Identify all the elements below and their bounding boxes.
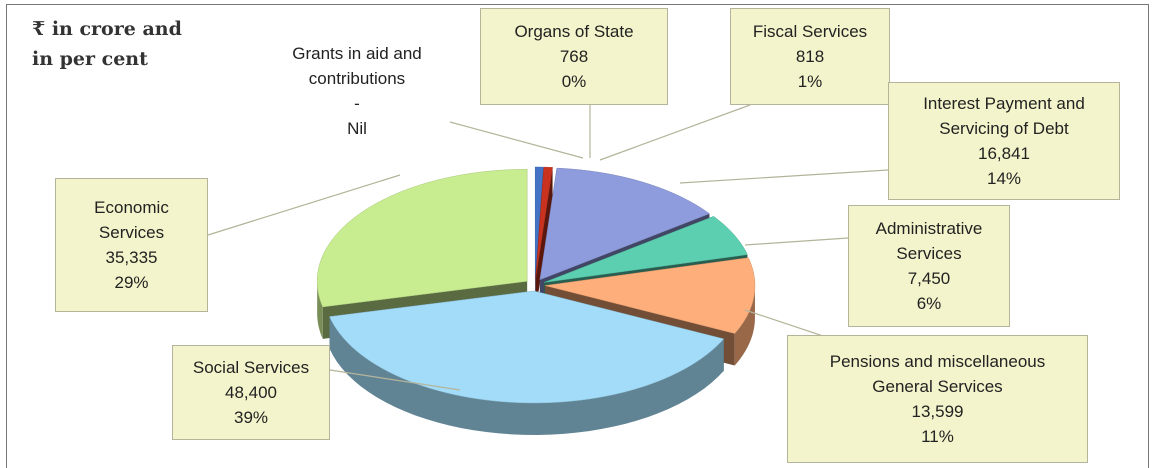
- callout-categories: Interest Payment and Servicing of Debt: [923, 94, 1085, 138]
- slice-side: [317, 281, 323, 339]
- callout-categories: Administrative Services: [875, 219, 983, 263]
- callout-percent-labels: 11%: [921, 427, 954, 446]
- callout-value-labels: -: [354, 93, 360, 113]
- callout-percent-labels: 0%: [561, 72, 587, 91]
- title-line: ₹ in crore and: [32, 18, 182, 40]
- callout: Organs of State 768 0%: [480, 8, 668, 105]
- slice: [534, 166, 544, 280]
- callout-categories: Grants in aid and contributions: [292, 43, 422, 88]
- slice: [544, 257, 756, 334]
- callout-categories: Social Services: [192, 358, 310, 377]
- slice: [329, 290, 725, 404]
- callout: Economic Services 35,335 29%: [55, 178, 208, 312]
- callout-percent-labels: 6%: [916, 294, 942, 313]
- callout-pointer: [599, 104, 751, 161]
- slice-side: [734, 285, 755, 366]
- callout-percent-labels: 39%: [233, 408, 269, 427]
- slice: [535, 166, 553, 280]
- callout-categories: Economic Services: [94, 198, 169, 242]
- slice: [316, 169, 528, 308]
- callout-percent-labels: Nil: [347, 118, 367, 138]
- slice-side: [329, 316, 724, 435]
- slice: [539, 167, 710, 281]
- callout-percent-labels: 29%: [114, 273, 149, 292]
- callout: Fiscal Services 818 1%: [730, 8, 890, 105]
- callout: Grants in aid and contributions - Nil: [262, 28, 452, 153]
- slice-wall: [535, 167, 553, 312]
- title-line: in per cent: [32, 48, 148, 70]
- callout-pointer: [449, 121, 584, 159]
- callout: Administrative Services 7,450 6%: [848, 205, 1010, 327]
- callout-value-labels: 16,841: [978, 144, 1030, 163]
- callout-pointer: [207, 174, 401, 236]
- callout-percent-labels: 14%: [986, 169, 1022, 188]
- callout: Interest Payment and Servicing of Debt 16…: [888, 82, 1120, 200]
- callout-value-labels: 768: [559, 47, 589, 66]
- callout-value-labels: 818: [795, 47, 825, 66]
- callout-value-labels: 7,450: [907, 269, 951, 288]
- chart-frame: [6, 4, 1149, 468]
- callout-value-labels: 13,599: [911, 402, 964, 421]
- slice: [543, 216, 748, 283]
- callout-percent-labels: 1%: [797, 72, 823, 91]
- callout-pointer: [329, 369, 461, 391]
- callout-categories: Organs of State: [514, 22, 634, 41]
- callout-value-labels: 35,335: [105, 248, 158, 267]
- chart-title: ₹ in crore and in per cent: [32, 14, 182, 74]
- callout-pointer: [679, 169, 889, 184]
- callout: Pensions and miscellaneous General Servi…: [787, 335, 1088, 463]
- callout: Social Services 48,400 39%: [172, 345, 330, 440]
- callout-categories: Pensions and miscellaneous General Servi…: [829, 352, 1046, 396]
- callout-pointer: [744, 237, 849, 246]
- callout-value-labels: 48,400: [225, 383, 277, 402]
- callout-categories: Fiscal Services: [752, 22, 868, 41]
